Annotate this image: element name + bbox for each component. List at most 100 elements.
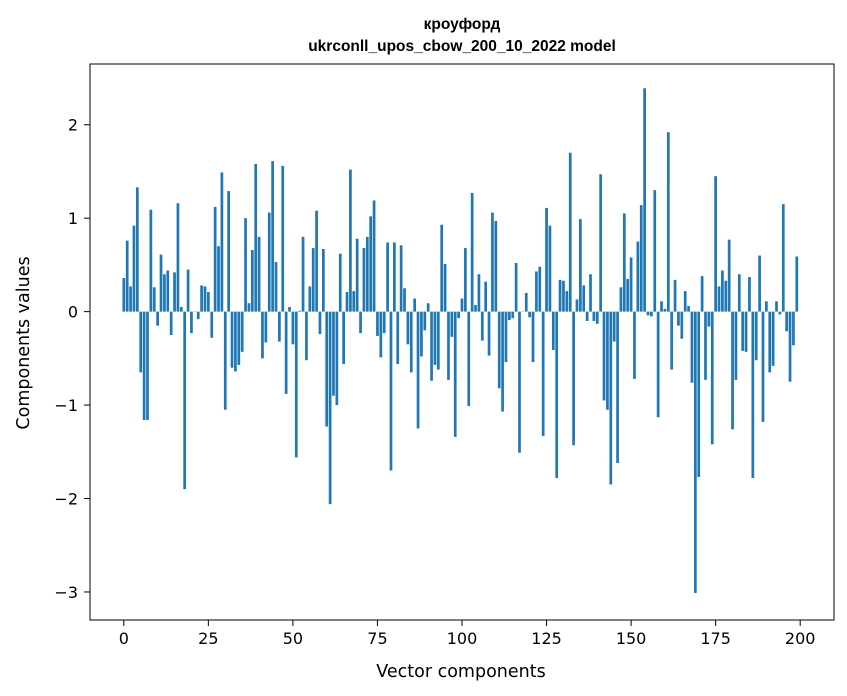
bar	[149, 209, 153, 312]
bar	[795, 256, 799, 312]
bar	[250, 249, 254, 312]
bar	[217, 246, 220, 312]
bar	[328, 311, 332, 505]
bar	[494, 220, 498, 312]
bar	[558, 279, 562, 312]
bar	[697, 311, 701, 478]
bar	[775, 301, 778, 312]
bar	[423, 311, 427, 331]
bar	[487, 311, 491, 356]
bar	[247, 303, 251, 312]
bar	[653, 190, 657, 312]
bar	[541, 311, 545, 436]
bar	[298, 310, 302, 312]
bar	[518, 311, 521, 453]
bar	[687, 306, 690, 312]
bar	[592, 311, 596, 321]
bar	[203, 286, 207, 312]
bar	[396, 311, 400, 364]
bar	[501, 311, 504, 412]
bar	[362, 248, 366, 312]
bar	[311, 248, 315, 312]
bar	[683, 291, 687, 312]
bar	[626, 278, 630, 312]
bar	[480, 311, 484, 341]
chart-title-line1: кроуфорд	[424, 16, 501, 33]
bar	[717, 286, 721, 312]
bar	[227, 191, 231, 312]
bar	[450, 311, 454, 337]
bar	[595, 311, 599, 324]
bar	[602, 311, 606, 401]
bar	[301, 236, 305, 312]
bar	[792, 311, 795, 346]
y-axis-ticks: −3 −2 −1 0 1 2	[54, 116, 90, 602]
bar	[474, 305, 477, 312]
bar	[281, 165, 285, 312]
bar	[190, 311, 193, 334]
bar	[139, 311, 143, 373]
bar	[169, 311, 173, 335]
x-tick-label: 200	[785, 629, 816, 648]
bar	[507, 311, 511, 321]
bar	[663, 308, 667, 312]
bar	[619, 287, 623, 312]
bar	[399, 245, 403, 312]
bar	[372, 200, 376, 312]
bar	[535, 271, 538, 312]
bar	[622, 213, 626, 312]
x-tick-label: 75	[367, 629, 387, 648]
bar	[342, 311, 345, 364]
bar	[707, 311, 711, 327]
bar	[369, 216, 373, 312]
x-tick-label: 25	[198, 629, 218, 648]
bar	[386, 242, 389, 312]
bar	[173, 272, 176, 312]
bar	[166, 270, 170, 312]
bar	[710, 311, 714, 445]
bar	[389, 311, 393, 471]
bar	[514, 263, 518, 312]
bar	[453, 311, 457, 437]
bar	[267, 212, 271, 312]
bar	[365, 236, 369, 312]
bar	[240, 311, 244, 352]
bar	[315, 210, 318, 312]
bar	[751, 311, 755, 478]
bar	[700, 276, 704, 312]
bar	[237, 311, 241, 365]
bar	[497, 311, 501, 389]
bar	[321, 249, 325, 312]
bar	[643, 88, 646, 312]
x-tick-label: 175	[700, 629, 731, 648]
bar	[524, 292, 528, 312]
bar	[261, 311, 264, 359]
bar	[254, 163, 258, 312]
bar	[727, 239, 731, 312]
bar	[426, 303, 430, 312]
bar	[785, 311, 789, 332]
bar	[305, 311, 308, 361]
bar	[538, 266, 542, 312]
bar	[460, 298, 464, 312]
x-axis-ticks: 0 25 50 75 100 125 150 175 200	[119, 620, 816, 648]
bar	[670, 311, 674, 370]
bar	[704, 311, 707, 380]
bar	[244, 218, 247, 312]
bar	[413, 298, 417, 312]
bar	[714, 176, 717, 312]
bar	[677, 311, 680, 326]
bar	[666, 132, 670, 312]
x-tick-label: 50	[283, 629, 303, 648]
bar	[436, 311, 440, 370]
bar	[477, 274, 481, 312]
y-tick-label: 0	[68, 303, 78, 322]
bar	[491, 212, 494, 312]
bar	[612, 311, 616, 342]
bar	[359, 311, 362, 334]
bar	[335, 311, 339, 406]
bar	[731, 311, 734, 430]
bar	[156, 311, 159, 326]
bar	[633, 311, 636, 379]
